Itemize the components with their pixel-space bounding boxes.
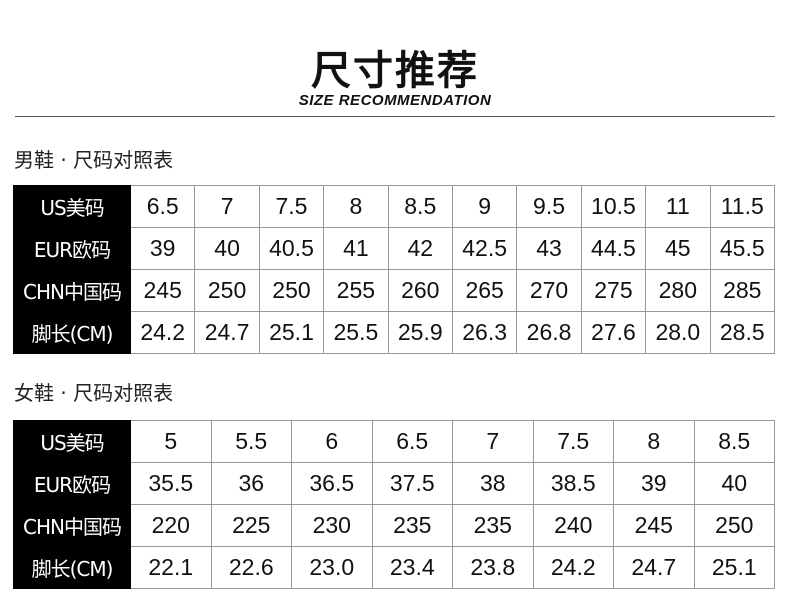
row-header: US美码: [13, 185, 131, 228]
size-cell: 25.1: [693, 546, 775, 589]
size-cell: 6.5: [129, 185, 196, 228]
size-cell: 9: [451, 185, 518, 228]
size-cell: 22.6: [210, 546, 292, 589]
size-cell: 42: [387, 227, 453, 270]
row-header: CHN中国码: [13, 269, 131, 312]
size-cell: 40: [194, 227, 260, 270]
size-cell: 265: [451, 269, 518, 312]
size-cell: 230: [291, 504, 373, 547]
size-cell: 25.1: [258, 311, 325, 354]
size-cell: 23.4: [371, 546, 453, 589]
row-header: 脚长(CM): [13, 311, 131, 354]
women-size-table: US美码 5 5.5 6 6.5 7 7.5 8 8.5 EUR欧码 35.5 36 36.5 37.5 3…: [13, 420, 775, 589]
size-cell: 25.9: [387, 311, 453, 354]
size-cell: 225: [210, 504, 292, 547]
size-cell: 240: [532, 504, 614, 547]
table-row: 脚长(CM) 22.1 22.6 23.0 23.4 23.8 24.2 24.7 25.1: [13, 546, 775, 589]
size-cell: 28.0: [645, 311, 711, 354]
men-section-label: 男鞋 · 尺码对照表: [14, 148, 174, 172]
size-cell: 5: [130, 420, 212, 463]
row-header: 脚长(CM): [13, 546, 131, 589]
size-cell: 245: [613, 504, 695, 547]
size-cell: 37.5: [371, 462, 453, 505]
women-section-label: 女鞋 · 尺码对照表: [14, 381, 174, 405]
size-cell: 39: [129, 227, 196, 270]
size-cell: 40.5: [258, 227, 325, 270]
size-cell: 7: [194, 185, 260, 228]
size-cell: 10.5: [580, 185, 647, 228]
size-cell: 8: [613, 420, 695, 463]
size-cell: 8.5: [693, 420, 775, 463]
size-cell: 36.5: [291, 462, 373, 505]
size-cell: 27.6: [580, 311, 647, 354]
table-row: EUR欧码 39 40 40.5 41 42 42.5 43 44.5 45 45.5: [13, 227, 776, 270]
size-cell: 26.8: [516, 311, 582, 354]
size-cell: 11.5: [709, 185, 776, 228]
men-size-table: US美码 6.5 7 7.5 8 8.5 9 9.5 10.5 11 11.5 EUR欧码 39 40 40…: [13, 185, 776, 354]
size-cell: 28.5: [709, 311, 776, 354]
size-cell: 23.8: [452, 546, 534, 589]
size-cell: 245: [129, 269, 196, 312]
size-cell: 45: [645, 227, 711, 270]
size-cell: 45.5: [709, 227, 776, 270]
size-cell: 250: [693, 504, 775, 547]
size-cell: 255: [323, 269, 389, 312]
size-cell: 260: [387, 269, 453, 312]
table-row: 脚长(CM) 24.2 24.7 25.1 25.5 25.9 26.3 26.8 27.6 28…: [13, 311, 776, 354]
size-cell: 6: [291, 420, 373, 463]
size-cell: 38.5: [532, 462, 614, 505]
size-cell: 24.2: [532, 546, 614, 589]
size-cell: 270: [516, 269, 582, 312]
size-cell: 42.5: [451, 227, 518, 270]
row-header: CHN中国码: [13, 504, 131, 547]
size-cell: 235: [371, 504, 453, 547]
size-cell: 26.3: [451, 311, 518, 354]
table-row: EUR欧码 35.5 36 36.5 37.5 38 38.5 39 40: [13, 462, 775, 505]
size-cell: 280: [645, 269, 711, 312]
size-cell: 8: [323, 185, 389, 228]
table-row: US美码 6.5 7 7.5 8 8.5 9 9.5 10.5 11 11.5: [13, 185, 776, 228]
size-cell: 7.5: [258, 185, 325, 228]
size-cell: 35.5: [130, 462, 212, 505]
size-cell: 43: [516, 227, 582, 270]
page-subtitle: SIZE RECOMMENDATION: [298, 92, 492, 109]
size-cell: 8.5: [387, 185, 453, 228]
size-cell: 220: [130, 504, 212, 547]
size-cell: 24.7: [613, 546, 695, 589]
size-cell: 41: [323, 227, 389, 270]
size-cell: 7.5: [532, 420, 614, 463]
divider: [15, 116, 775, 117]
table-row: US美码 5 5.5 6 6.5 7 7.5 8 8.5: [13, 420, 775, 463]
size-cell: 36: [210, 462, 292, 505]
size-cell: 6.5: [371, 420, 453, 463]
size-cell: 38: [452, 462, 534, 505]
size-cell: 24.7: [194, 311, 260, 354]
size-cell: 275: [580, 269, 647, 312]
size-cell: 235: [452, 504, 534, 547]
table-row: CHN中国码 220 225 230 235 235 240 245 250: [13, 504, 775, 547]
table-row: CHN中国码 245 250 250 255 260 265 270 275 280 285: [13, 269, 776, 312]
size-cell: 44.5: [580, 227, 647, 270]
size-cell: 285: [709, 269, 776, 312]
size-cell: 24.2: [129, 311, 196, 354]
size-cell: 11: [645, 185, 711, 228]
size-cell: 250: [258, 269, 325, 312]
size-cell: 9.5: [516, 185, 582, 228]
row-header: US美码: [13, 420, 131, 463]
size-cell: 40: [693, 462, 775, 505]
row-header: EUR欧码: [13, 227, 131, 270]
page-title: 尺寸推荐: [311, 48, 479, 94]
size-cell: 250: [194, 269, 260, 312]
size-cell: 39: [613, 462, 695, 505]
size-cell: 25.5: [323, 311, 389, 354]
size-cell: 22.1: [130, 546, 212, 589]
size-cell: 5.5: [210, 420, 292, 463]
size-cell: 7: [452, 420, 534, 463]
row-header: EUR欧码: [13, 462, 131, 505]
size-cell: 23.0: [291, 546, 373, 589]
